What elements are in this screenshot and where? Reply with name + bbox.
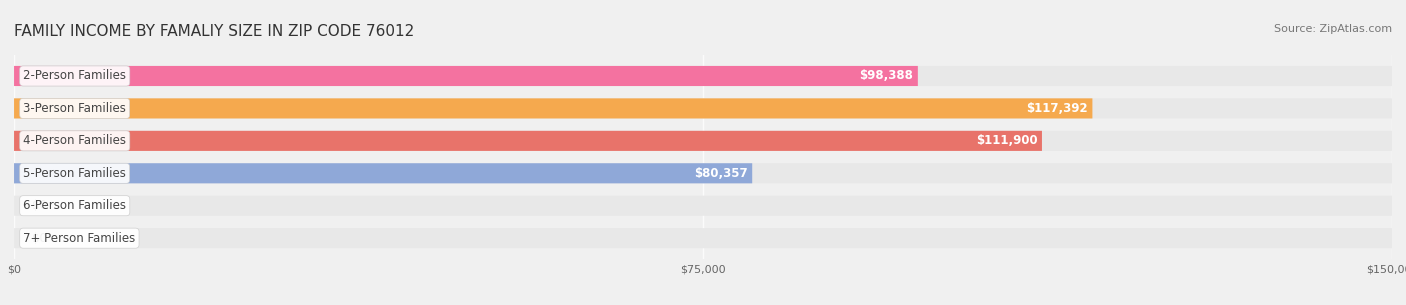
FancyBboxPatch shape [14, 66, 918, 86]
FancyBboxPatch shape [14, 99, 1092, 118]
Text: $117,392: $117,392 [1026, 102, 1088, 115]
Text: FAMILY INCOME BY FAMALIY SIZE IN ZIP CODE 76012: FAMILY INCOME BY FAMALIY SIZE IN ZIP COD… [14, 24, 415, 39]
Text: 3-Person Families: 3-Person Families [24, 102, 127, 115]
FancyBboxPatch shape [14, 228, 1392, 248]
Text: $0: $0 [32, 199, 48, 212]
Text: 5-Person Families: 5-Person Families [24, 167, 127, 180]
Text: $111,900: $111,900 [976, 135, 1038, 147]
Text: 2-Person Families: 2-Person Families [24, 70, 127, 82]
Text: $0: $0 [32, 232, 48, 245]
FancyBboxPatch shape [14, 99, 1392, 118]
FancyBboxPatch shape [14, 66, 1392, 86]
FancyBboxPatch shape [14, 131, 1042, 151]
Text: 7+ Person Families: 7+ Person Families [24, 232, 135, 245]
FancyBboxPatch shape [14, 196, 1392, 216]
Text: 4-Person Families: 4-Person Families [24, 135, 127, 147]
Text: $80,357: $80,357 [695, 167, 748, 180]
FancyBboxPatch shape [14, 163, 1392, 183]
Text: 6-Person Families: 6-Person Families [24, 199, 127, 212]
Text: Source: ZipAtlas.com: Source: ZipAtlas.com [1274, 24, 1392, 34]
FancyBboxPatch shape [14, 131, 1392, 151]
Text: $98,388: $98,388 [859, 70, 914, 82]
FancyBboxPatch shape [14, 163, 752, 183]
